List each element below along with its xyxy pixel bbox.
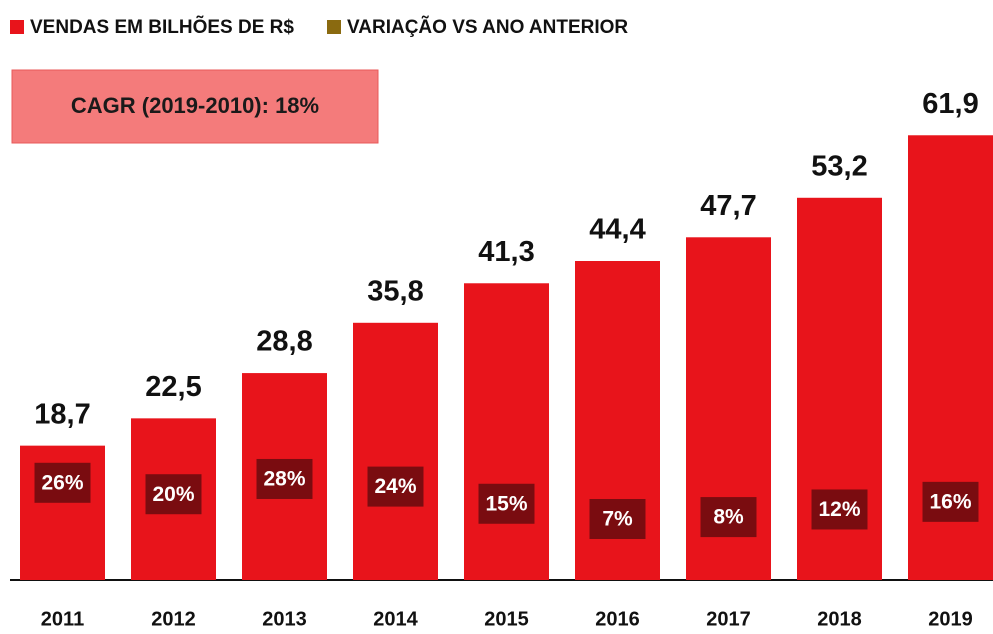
variation-box bbox=[367, 466, 424, 507]
variation-box bbox=[145, 474, 202, 515]
x-tick-label: 2017 bbox=[706, 608, 751, 630]
value-label: 47,7 bbox=[700, 190, 756, 222]
variation-label: 26% bbox=[41, 471, 83, 494]
variation-label: 12% bbox=[818, 498, 860, 521]
variation-label: 28% bbox=[263, 468, 305, 491]
x-tick-label: 2013 bbox=[262, 608, 307, 630]
variation-box bbox=[589, 499, 646, 540]
x-tick-label: 2015 bbox=[484, 608, 529, 630]
value-label: 22,5 bbox=[145, 371, 201, 403]
value-label: 18,7 bbox=[34, 398, 90, 430]
legend-label: VENDAS EM BILHÕES DE R$ bbox=[30, 16, 294, 38]
x-tick-label: 2014 bbox=[373, 608, 418, 630]
value-label: 28,8 bbox=[256, 326, 312, 358]
value-label: 35,8 bbox=[367, 275, 423, 307]
variation-box bbox=[34, 462, 91, 503]
value-label: 61,9 bbox=[922, 88, 978, 120]
value-label: 53,2 bbox=[811, 150, 867, 182]
variation-box bbox=[811, 489, 868, 530]
value-label: 44,4 bbox=[589, 214, 645, 246]
x-tick-label: 2019 bbox=[928, 608, 973, 630]
bar bbox=[353, 322, 438, 580]
variation-label: 20% bbox=[152, 483, 194, 506]
variation-label: 8% bbox=[713, 506, 744, 529]
annotation-box bbox=[11, 69, 379, 144]
legend-label: VARIAÇÃO VS ANO ANTERIOR bbox=[347, 16, 628, 38]
x-tick-label: 2018 bbox=[817, 608, 862, 630]
x-tick-label: 2012 bbox=[151, 608, 196, 630]
variation-label: 16% bbox=[929, 490, 971, 513]
variation-box bbox=[700, 497, 757, 538]
variation-label: 7% bbox=[602, 508, 633, 531]
x-tick-label: 2011 bbox=[41, 608, 84, 630]
variation-label: 24% bbox=[374, 475, 416, 498]
bar bbox=[464, 283, 549, 580]
variation-box bbox=[478, 483, 535, 524]
legend-swatch bbox=[10, 20, 24, 34]
annotation: CAGR (2019-2010): 18% bbox=[71, 93, 319, 118]
variation-label: 15% bbox=[485, 492, 527, 515]
variation-box bbox=[256, 458, 313, 499]
variation-box bbox=[922, 481, 979, 522]
x-tick-label: 2016 bbox=[595, 608, 640, 630]
legend-swatch bbox=[327, 20, 341, 34]
value-label: 41,3 bbox=[478, 236, 534, 268]
